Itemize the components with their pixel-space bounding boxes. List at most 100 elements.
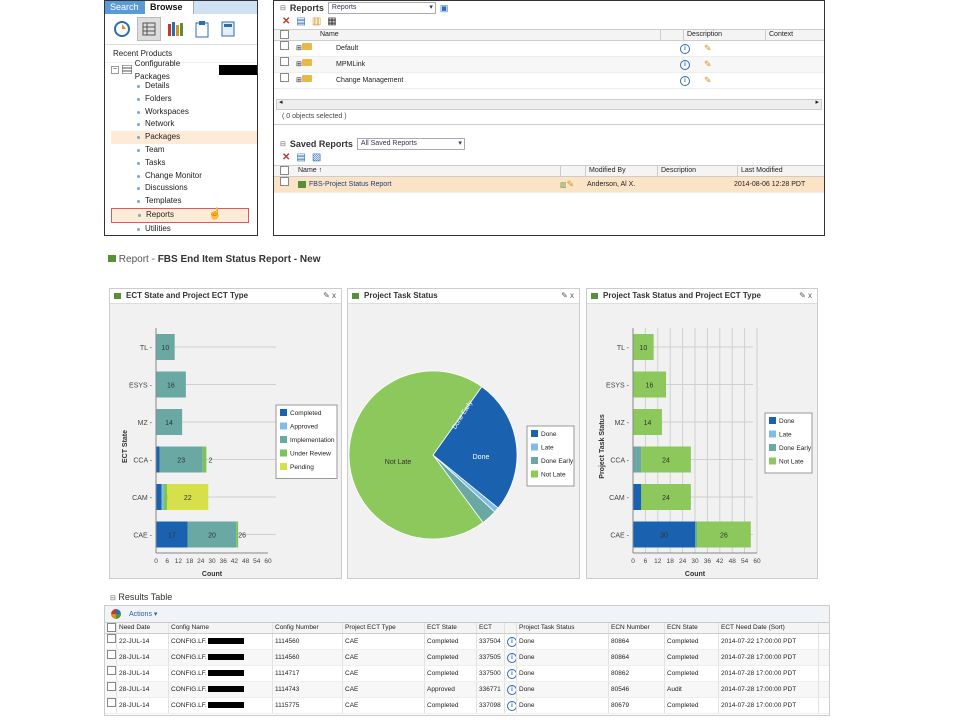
column-header[interactable]: Project Task Status [517,623,609,633]
clipboard-icon[interactable] [191,18,213,40]
nav-item-workspaces[interactable]: Workspaces [111,106,257,119]
refresh-icon[interactable] [111,18,133,40]
new-report-icon[interactable]: ▤ [296,16,306,27]
column-header[interactable]: Config Number [273,623,343,633]
info-icon[interactable]: i [680,76,690,86]
saved-report-row[interactable]: FBS-Project Status Report ▥✎ Anderson, A… [274,177,824,193]
collapse-icon[interactable]: − [111,65,119,74]
col-description[interactable]: Description [683,30,765,40]
table-row[interactable]: 22-JUL-14 CONFIG.LF. 1114560 CAE Completed 33… [105,634,829,650]
col-modified-by[interactable]: Modified By [585,166,657,176]
row-checkbox[interactable] [280,73,289,82]
delete-icon[interactable]: ✕ [282,16,291,27]
select-all-checkbox[interactable] [107,623,116,632]
info-icon[interactable]: i [507,669,516,679]
tree-root[interactable]: − Configurable Packages [105,59,257,81]
horizontal-scrollbar[interactable]: ◂ ▸ [276,99,822,110]
panel-controls[interactable]: ✎ x [799,291,812,300]
run-report-icon[interactable]: ▧ [311,152,322,163]
table-row[interactable]: ⊞ Default i ✎ [274,41,824,57]
saved-report-name[interactable]: FBS-Project Status Report [309,181,392,188]
row-checkbox[interactable] [280,57,289,66]
scroll-right-icon[interactable]: ▸ [815,99,819,106]
calculator-icon[interactable] [217,18,239,40]
column-header[interactable]: ECT State [425,623,477,633]
col-name[interactable]: Name ↑ [298,167,323,174]
row-checkbox[interactable] [107,650,116,659]
row-checkbox[interactable] [107,666,116,675]
table-row[interactable]: ⊞ Change Management i ✎ [274,73,824,89]
column-header[interactable]: Project ECT Type [343,623,425,633]
chart-icon[interactable]: ▥ [560,181,567,189]
scroll-left-icon[interactable]: ◂ [279,99,283,106]
library-icon[interactable] [165,18,187,40]
column-header[interactable] [505,623,517,633]
table-row[interactable]: 28-JUL-14 CONFIG.LF. 1115775 CAE Completed 33… [105,698,829,714]
info-icon[interactable]: i [507,653,516,663]
edit-report-icon[interactable]: ▤ [296,152,306,163]
column-header[interactable]: Config Name [169,623,273,633]
row-checkbox[interactable] [107,634,116,643]
actions-menu[interactable]: Actions ▾ [129,611,158,618]
column-header[interactable]: ECN Number [609,623,665,633]
nav-item-network[interactable]: Network [111,118,257,131]
tab-browse[interactable]: Browse [145,1,194,14]
report-name[interactable]: Change Management [336,77,404,84]
nav-item-reports[interactable]: Reports ☝ [111,207,249,223]
nav-item-templates[interactable]: Templates [111,195,257,208]
reports-dropdown[interactable]: Reports ▾ [327,2,436,14]
edit-icon[interactable]: ✎ [566,178,575,189]
report-name[interactable]: MPMLink [336,61,366,68]
panel-controls[interactable]: ✎ x [561,291,574,300]
column-header[interactable]: ECN State [665,623,719,633]
column-header[interactable]: ECT Need Date (Sort) [719,623,819,633]
saved-reports-dropdown[interactable]: All Saved Reports ▾ [356,138,465,150]
edit-icon[interactable]: ✎ [704,42,712,53]
nav-item-discussions[interactable]: Discussions [111,182,257,195]
collapse-icon[interactable]: ⊟ [110,595,116,602]
table-row[interactable]: ⊞ MPMLink i ✎ [274,57,824,73]
edit-icon[interactable]: ✎ [704,58,712,69]
info-icon[interactable]: i [680,60,690,70]
list-view-icon[interactable] [137,17,161,41]
edit-icon[interactable]: ✎ [704,74,712,85]
tab-search[interactable]: Search [105,1,145,14]
nav-item-folders[interactable]: Folders [111,93,257,106]
select-all-checkbox[interactable] [280,30,289,39]
nav-item-tasks[interactable]: Tasks [111,157,257,170]
col-name[interactable]: Name [320,31,339,38]
col-last-modified[interactable]: Last Modified [737,166,824,176]
nav-item-team[interactable]: Team [111,144,257,157]
nav-item-packages[interactable]: Packages [111,131,257,144]
copy-icon[interactable]: ▦ [327,16,337,27]
expand-icon[interactable]: ⊞ [296,45,302,52]
collapse-icon[interactable]: ⊟ [280,5,286,12]
select-all-checkbox[interactable] [280,166,289,175]
panel-controls[interactable]: ✎ x [323,291,336,300]
nav-item-utilities[interactable]: Utilities [111,223,257,235]
report-name[interactable]: Default [336,45,359,52]
column-header[interactable]: ECT [477,623,505,633]
row-checkbox[interactable] [107,698,116,707]
column-header[interactable]: Need Date [117,623,169,633]
info-icon[interactable]: i [507,685,516,695]
row-checkbox[interactable] [280,41,289,50]
expand-icon[interactable]: ⊞ [296,61,302,68]
info-icon[interactable]: i [507,637,516,647]
nav-item-details[interactable]: Details [111,80,257,93]
info-icon[interactable]: i [507,701,516,711]
new-folder-icon[interactable]: ▥ [311,16,322,27]
table-row[interactable]: 28-JUL-14 CONFIG.LF. 1114717 CAE Completed 33… [105,666,829,682]
col-context[interactable]: Context [765,30,824,40]
expand-icon[interactable]: ⊞ [296,77,302,84]
table-row[interactable]: 28-JUL-14 CONFIG.LF. 1114560 CAE Completed 33… [105,650,829,666]
save-icon[interactable]: ▣ [439,2,449,13]
table-row[interactable]: 28-JUL-14 CONFIG.LF. 1114743 CAE Approved 336… [105,682,829,698]
nav-item-change-monitor[interactable]: Change Monitor [111,170,257,183]
delete-icon[interactable]: ✕ [282,152,291,163]
col-description[interactable]: Description [657,166,737,176]
row-checkbox[interactable] [280,177,289,186]
chart-options-icon[interactable] [111,609,121,619]
collapse-icon[interactable]: ⊟ [280,141,286,148]
info-icon[interactable]: i [680,44,690,54]
